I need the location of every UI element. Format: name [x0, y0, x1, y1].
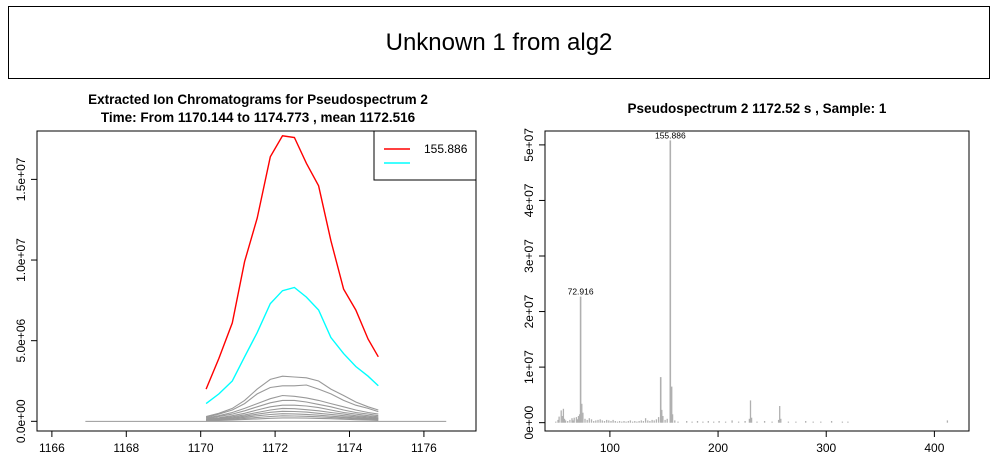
eic-series-gray	[205, 399, 379, 420]
eic-y-tick-label: 5.0e+06	[14, 318, 28, 362]
spectrum-plot-frame	[544, 130, 970, 432]
eic-chart-title: Extracted Ion Chromatograms for Pseudosp…	[88, 92, 428, 107]
spectrum-peak-label: 155.886	[655, 130, 686, 140]
spectrum-y-axis: 0e+00 1e+07 2e+07 3e+07 4e+07 5e+07	[522, 128, 546, 440]
eic-series-gray	[206, 415, 379, 422]
spectrum-chart-title: Pseudospectrum 2 1172.52 s , Sample: 1	[628, 101, 887, 116]
eic-legend-box	[373, 130, 477, 181]
figure-title: Unknown 1 from alg2	[385, 28, 613, 56]
eic-x-tick-label: 1172	[262, 441, 288, 455]
eic-series-gray	[206, 410, 379, 421]
eic-series-155886	[205, 135, 379, 390]
spectrum-y-tick-label: 4e+07	[522, 183, 536, 217]
eic-series-gray	[206, 417, 379, 422]
eic-x-tick-label: 1168	[113, 441, 139, 455]
spectrum-x-tick-label: 200	[708, 441, 728, 455]
eic-series-gray	[205, 384, 379, 418]
eic-series-gray	[206, 413, 379, 421]
spectrum-annotations: 72.916 155.886	[568, 130, 686, 296]
eic-series-gray	[205, 394, 379, 419]
spectrum-x-tick-label: 400	[924, 441, 944, 455]
eic-y-tick-label: 1.0e+07	[14, 238, 28, 282]
eic-legend-label-1: 155.886	[424, 142, 468, 156]
spectrum-y-tick-label: 0e+00	[522, 405, 536, 439]
eic-y-tick-label: 0.0e+00	[14, 399, 28, 443]
eic-y-tick-label: 1.5e+07	[14, 157, 28, 201]
eic-x-axis: 1166 1168 1170 1172 1174 1176	[39, 430, 437, 455]
eic-x-tick-label: 1166	[39, 441, 65, 455]
spectrum-y-tick-label: 3e+07	[522, 239, 536, 273]
spectrum-y-tick-label: 2e+07	[522, 294, 536, 328]
spectrum-x-axis: 100 200 300 400	[600, 430, 945, 455]
eic-series-gray	[206, 407, 379, 421]
figure-title-box: Unknown 1 from alg2	[8, 6, 990, 79]
spectrum-y-tick-label: 5e+07	[522, 128, 536, 162]
eic-series-gray	[205, 375, 379, 418]
eic-plot-area	[85, 135, 447, 422]
spectrum-plot-area	[555, 140, 949, 423]
spectrum-x-tick-label: 300	[816, 441, 836, 455]
eic-x-tick-label: 1176	[411, 441, 437, 455]
spectrum-y-tick-label: 1e+07	[522, 350, 536, 384]
eic-chart-subtitle: Time: From 1170.144 to 1174.773 , mean 1…	[101, 110, 416, 125]
eic-x-tick-label: 1174	[337, 441, 363, 455]
eic-series-gray	[206, 404, 379, 420]
eic-legend: 155.886	[373, 130, 477, 181]
spectrum-peak-label: 72.916	[568, 287, 594, 297]
eic-series-cyan	[205, 286, 379, 405]
eic-y-axis: 0.0e+00 5.0e+06 1.0e+07 1.5e+07	[14, 157, 38, 443]
eic-x-tick-label: 1170	[188, 441, 214, 455]
spectrum-x-tick-label: 100	[600, 441, 620, 455]
